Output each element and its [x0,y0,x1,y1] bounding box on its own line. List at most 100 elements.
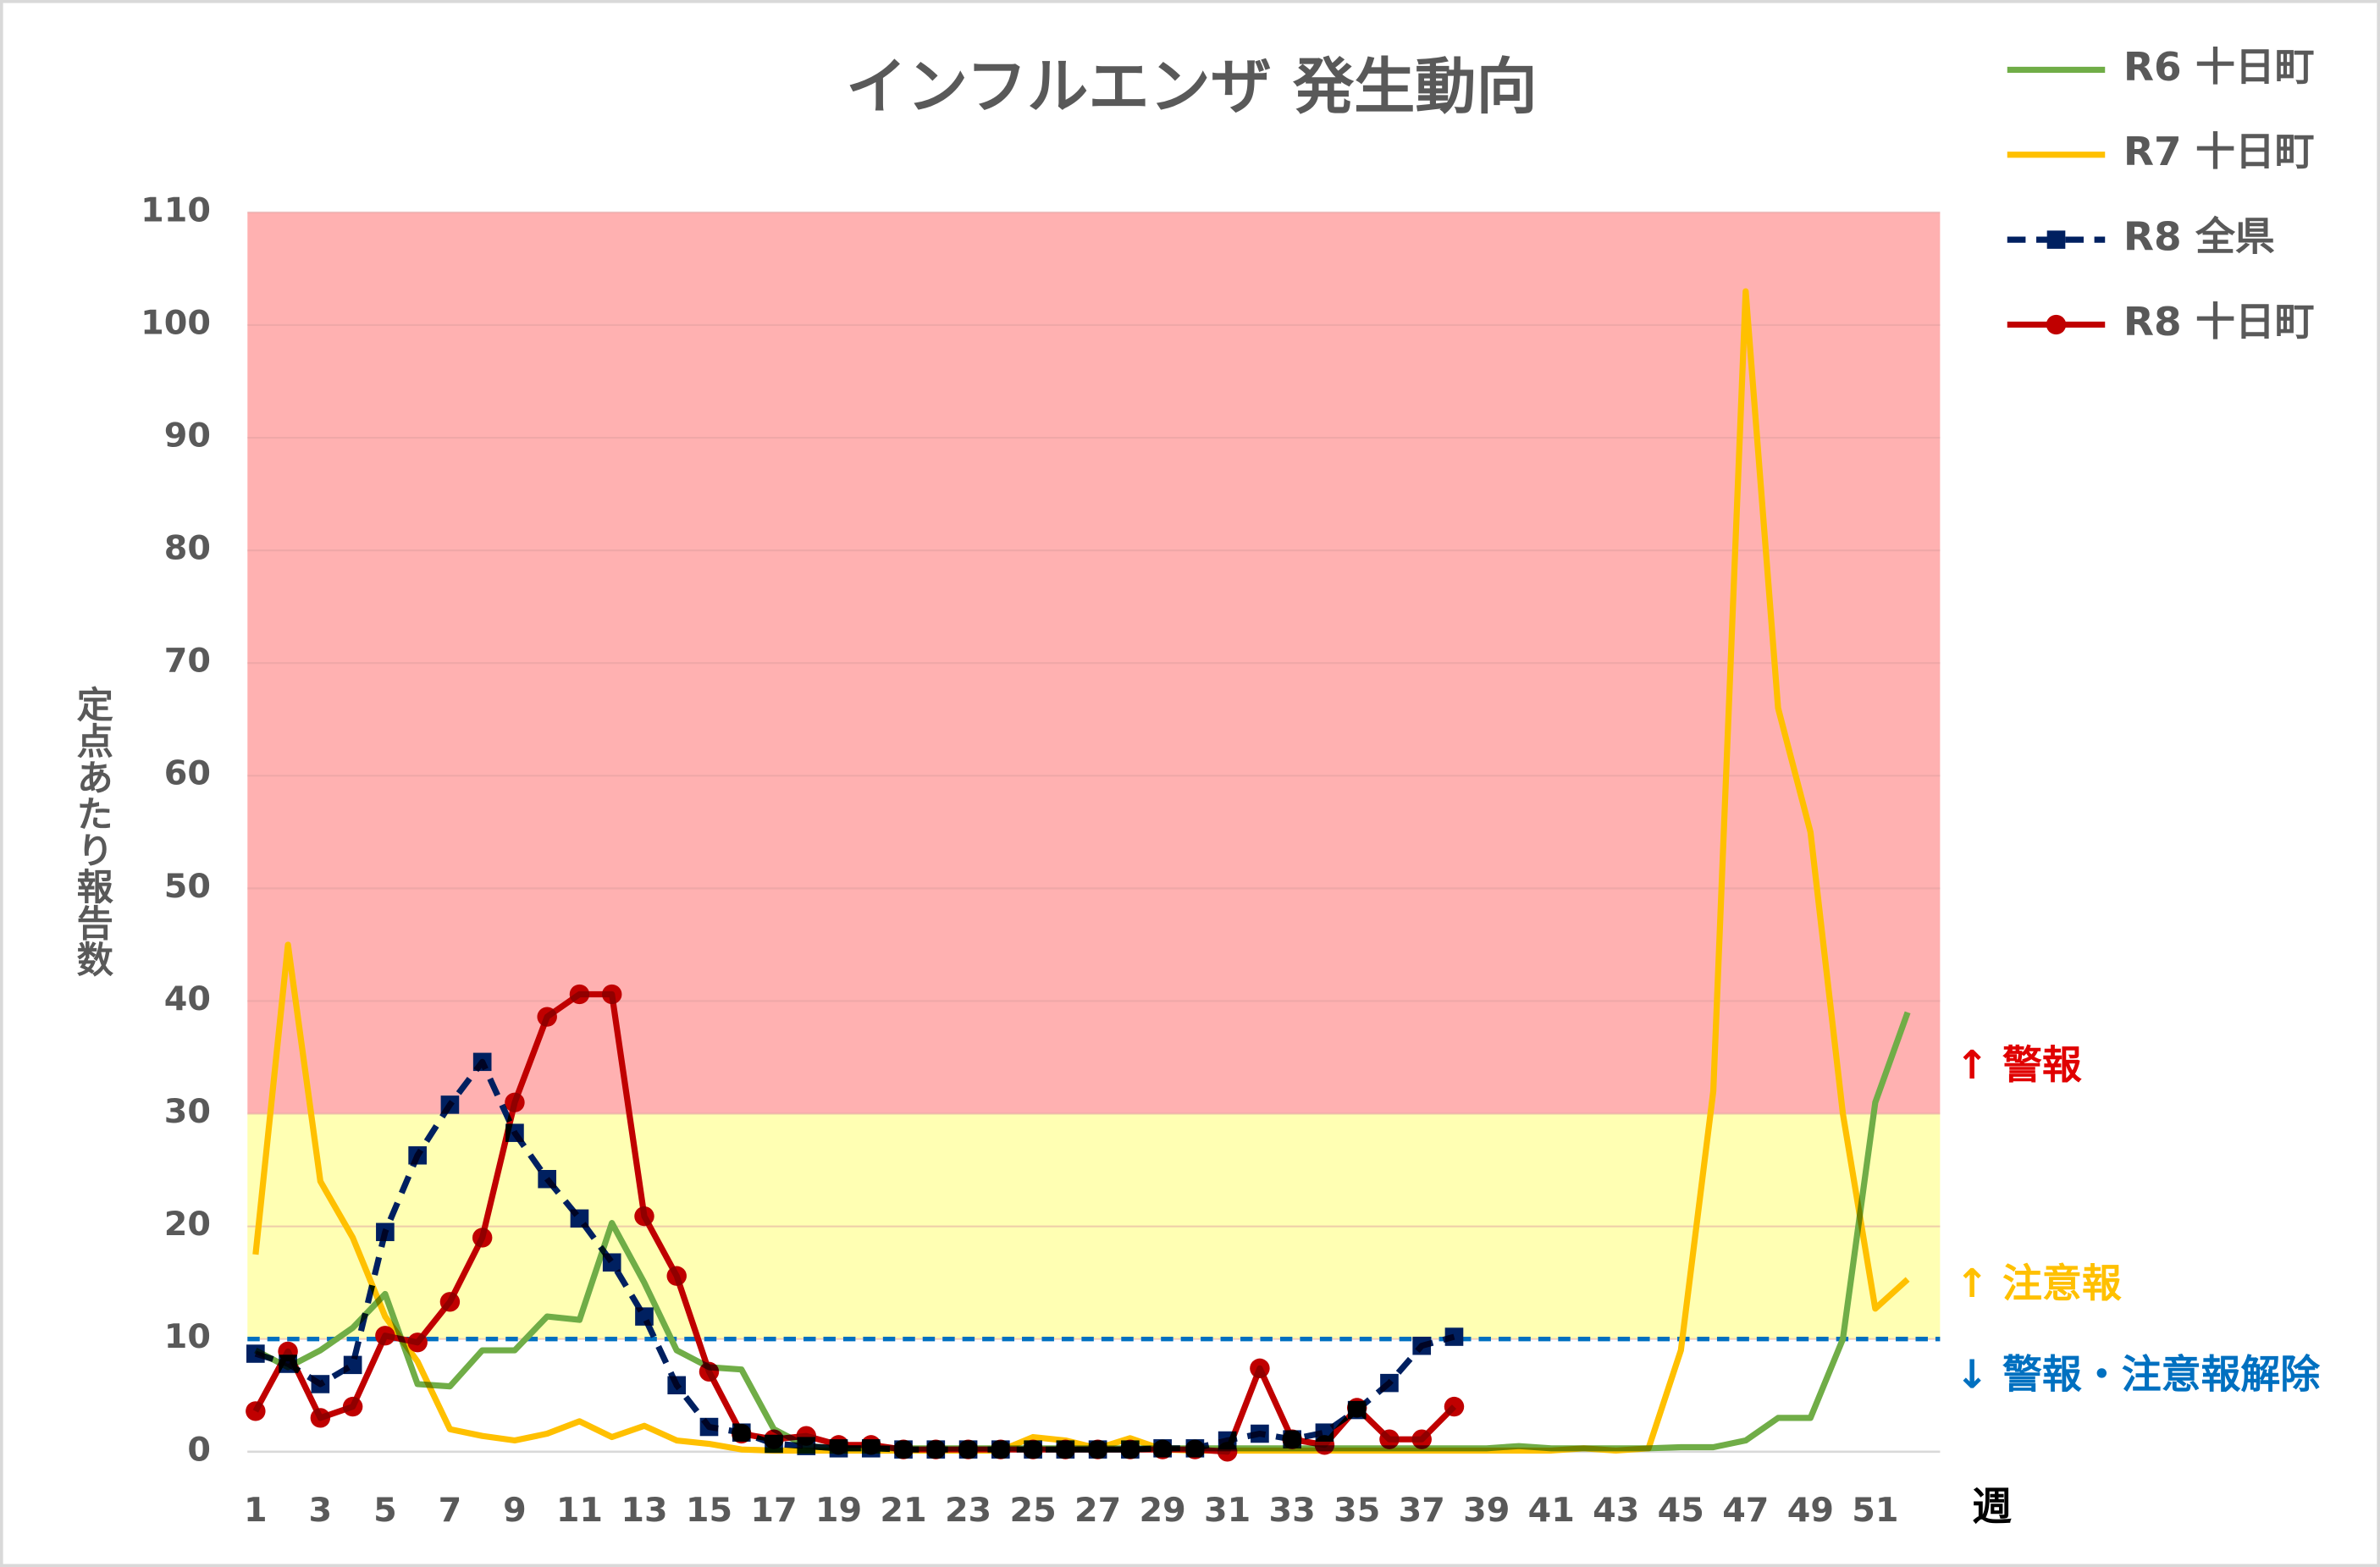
marker [246,1344,265,1363]
x-tick-label: 31 [1204,1491,1251,1530]
x-tick-label: 7 [439,1491,462,1530]
x-tick-label: 43 [1593,1491,1639,1530]
marker [375,1326,395,1346]
y-tick-label: 30 [164,1092,211,1131]
marker [310,1408,331,1428]
annotation: ↑ 警報 [1955,1043,2082,1089]
marker [1379,1429,1400,1449]
x-tick-label: 37 [1399,1491,1445,1530]
marker [569,984,590,1005]
x-tick-label: 47 [1722,1491,1769,1530]
marker [1251,1424,1269,1443]
series-line [252,990,1457,1455]
y-tick-label: 40 [164,979,211,1018]
x-tick-label: 5 [373,1491,397,1530]
x-tick-label: 27 [1074,1491,1121,1530]
y-tick-label: 20 [164,1205,211,1244]
marker [1250,1358,1270,1378]
x-tick-label: 3 [309,1491,333,1530]
y-tick-label: 90 [164,417,211,455]
x-tick-label: 17 [750,1491,797,1530]
x-tick-label: 19 [815,1491,862,1530]
marker [376,1222,395,1242]
marker [764,1429,784,1449]
chart-title: インフルエンザ 発生動向 [846,51,1538,122]
legend-marker [2046,314,2067,335]
x-tick-label: 33 [1269,1491,1316,1530]
y-tick-label: 0 [187,1430,211,1469]
x-tick-label: 13 [621,1491,667,1530]
x-tick-label: 51 [1852,1491,1898,1530]
y-axis-label: 定点あたり報告数 [70,686,113,977]
marker [1444,1327,1464,1346]
marker [472,1228,493,1248]
marker [796,1426,817,1446]
y-tick-label: 10 [164,1317,211,1356]
marker [1184,1439,1206,1459]
marker [440,1095,460,1114]
marker [1282,1429,1302,1449]
x-tick-label: 41 [1528,1491,1575,1530]
marker [1380,1373,1399,1393]
legend-label: R8 十日町 [2123,300,2315,345]
marker [958,1439,979,1459]
y-tick-label: 50 [164,867,211,906]
marker [634,1206,654,1227]
marker [1411,1429,1432,1449]
marker [1120,1439,1140,1459]
marker [537,1007,557,1027]
y-tick-label: 80 [164,529,211,568]
y-tick-label: 100 [141,304,211,343]
marker [407,1333,428,1353]
x-tick-label: 21 [880,1491,926,1530]
x-tick-label: 49 [1787,1491,1834,1530]
marker [472,1052,492,1072]
marker [408,1146,427,1165]
x-tick-label: 25 [1009,1491,1056,1530]
marker [666,1266,687,1286]
legend-label: R8 全県 [2123,215,2275,261]
annotation: ↑ 注意報 [1955,1261,2122,1307]
y-tick-label: 60 [164,754,211,793]
x-tick-label: 9 [503,1491,527,1530]
marker [246,1401,266,1421]
marker [667,1376,687,1395]
marker [311,1375,330,1393]
legend-label: R6 十日町 [2123,45,2315,91]
marker [991,1439,1011,1459]
marker [278,1341,298,1362]
x-tick-label: 45 [1658,1491,1704,1530]
series-line [252,288,1910,1454]
marker [570,1209,589,1228]
marker [1152,1439,1173,1459]
marker [1314,1435,1335,1455]
marker [1346,1398,1367,1418]
x-tick-label: 11 [556,1491,603,1530]
marker [732,1423,752,1444]
marker [538,1169,557,1189]
marker [635,1307,654,1326]
marker [699,1361,720,1382]
marker [1444,1396,1465,1417]
marker [861,1435,881,1455]
marker [1055,1439,1076,1459]
marker [1412,1336,1432,1355]
x-axis-label: 週 [1972,1485,2012,1531]
y-tick-label: 110 [141,190,211,229]
marker [1087,1439,1108,1459]
y-tick-label: 70 [164,642,211,681]
x-tick-label: 15 [686,1491,732,1530]
x-tick-label: 23 [945,1491,991,1530]
marker [925,1439,947,1459]
marker [1217,1442,1238,1462]
marker [343,1355,362,1375]
marker [699,1417,719,1437]
marker [439,1292,461,1312]
marker [893,1439,914,1459]
x-tick-label: 39 [1463,1491,1510,1530]
x-tick-label: 35 [1334,1491,1380,1530]
legend-label: R7 十日町 [2123,130,2315,175]
marker [602,1253,621,1272]
